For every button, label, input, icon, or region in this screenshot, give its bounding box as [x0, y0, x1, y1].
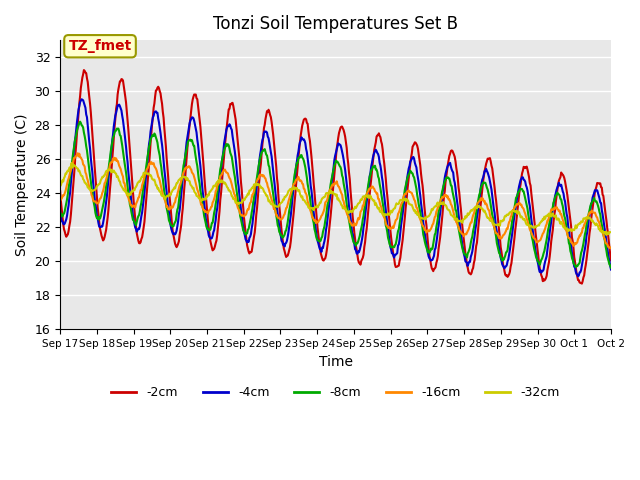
-32cm — [607, 229, 615, 235]
Line: -8cm: -8cm — [60, 121, 611, 268]
-8cm — [607, 265, 615, 271]
Line: -2cm: -2cm — [60, 70, 611, 284]
Y-axis label: Soil Temperature (C): Soil Temperature (C) — [15, 113, 29, 256]
-8cm — [403, 176, 411, 182]
-8cm — [67, 172, 74, 178]
-8cm — [56, 210, 64, 216]
-2cm — [419, 190, 427, 196]
X-axis label: Time: Time — [319, 355, 353, 369]
-16cm — [209, 200, 216, 205]
Line: -32cm: -32cm — [60, 163, 611, 235]
-4cm — [124, 159, 131, 165]
-4cm — [419, 220, 427, 226]
-16cm — [124, 193, 131, 199]
-32cm — [67, 165, 74, 170]
-2cm — [124, 118, 131, 124]
-8cm — [180, 163, 188, 168]
-2cm — [80, 67, 88, 73]
-4cm — [67, 190, 74, 195]
-16cm — [56, 198, 64, 204]
-4cm — [180, 170, 188, 176]
-2cm — [180, 195, 188, 201]
-16cm — [67, 169, 74, 175]
-2cm — [578, 281, 586, 287]
-16cm — [74, 150, 82, 156]
Text: TZ_fmet: TZ_fmet — [68, 39, 132, 53]
-32cm — [209, 186, 216, 192]
-2cm — [607, 258, 615, 264]
-4cm — [56, 208, 64, 214]
Line: -4cm: -4cm — [60, 99, 611, 276]
-8cm — [419, 232, 427, 238]
Title: Tonzi Soil Temperatures Set B: Tonzi Soil Temperatures Set B — [213, 15, 458, 33]
-8cm — [209, 220, 216, 226]
-16cm — [419, 223, 427, 229]
-2cm — [209, 248, 216, 253]
-16cm — [180, 170, 188, 176]
-32cm — [403, 197, 411, 203]
-4cm — [209, 233, 216, 239]
-16cm — [403, 189, 411, 194]
Line: -16cm: -16cm — [60, 153, 611, 248]
-4cm — [607, 267, 615, 273]
-32cm — [68, 160, 76, 166]
-4cm — [78, 96, 86, 102]
-8cm — [76, 119, 84, 124]
-8cm — [124, 184, 131, 190]
Legend: -2cm, -4cm, -8cm, -16cm, -32cm: -2cm, -4cm, -8cm, -16cm, -32cm — [106, 381, 564, 404]
-32cm — [124, 192, 131, 198]
-32cm — [180, 174, 188, 180]
-4cm — [574, 273, 582, 279]
-2cm — [403, 189, 411, 194]
-2cm — [56, 188, 64, 194]
-32cm — [603, 232, 611, 238]
-2cm — [67, 219, 74, 225]
-32cm — [419, 216, 427, 222]
-16cm — [607, 245, 615, 251]
-4cm — [403, 175, 411, 180]
-32cm — [56, 183, 64, 189]
